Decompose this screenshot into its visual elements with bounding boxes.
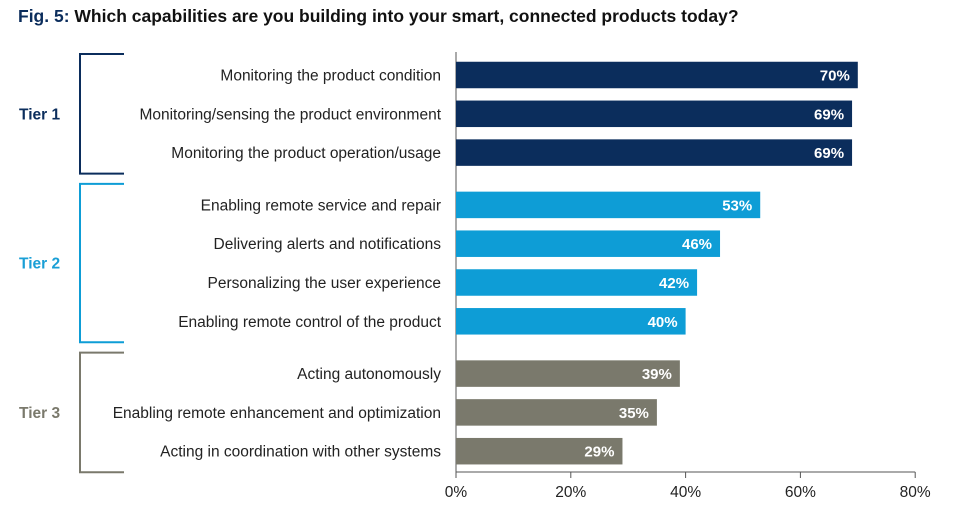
category-label: Delivering alerts and notifications <box>214 236 442 253</box>
data-label: 29% <box>584 444 614 461</box>
tier-bracket <box>79 351 124 474</box>
x-tick-label: 40% <box>670 484 701 501</box>
bar <box>456 399 657 426</box>
tier-bracket <box>79 182 124 344</box>
bar <box>456 437 623 465</box>
bar <box>456 360 680 387</box>
category-label: Enabling remote enhancement and optimiza… <box>113 405 441 422</box>
data-label: 35% <box>619 405 649 422</box>
bar <box>456 100 853 128</box>
bar <box>456 139 853 166</box>
data-label: 39% <box>642 366 672 383</box>
title-text: Which capabilities are you building into… <box>74 6 739 26</box>
data-label: 46% <box>682 236 712 253</box>
data-label: 42% <box>659 275 689 292</box>
category-label: Enabling remote control of the product <box>178 314 441 331</box>
tier-label: Tier 3 <box>19 405 60 422</box>
data-label: 69% <box>814 106 844 123</box>
category-label: Monitoring/sensing the product environme… <box>139 106 441 123</box>
figure-number: Fig. 5: <box>18 6 70 26</box>
category-label: Monitoring the product operation/usage <box>171 145 441 162</box>
data-label: 40% <box>648 314 678 331</box>
tier-bracket <box>79 53 124 175</box>
data-label: 53% <box>722 197 752 214</box>
category-label: Monitoring the product condition <box>220 68 441 85</box>
tier-label: Tier 2 <box>19 256 60 273</box>
tier-label: Tier 1 <box>19 106 60 123</box>
bar <box>456 269 698 296</box>
bar <box>456 308 686 335</box>
category-label: Acting autonomously <box>297 366 441 383</box>
x-tick-label: 80% <box>900 484 931 501</box>
x-tick-label: 60% <box>785 484 816 501</box>
category-label: Acting in coordination with other system… <box>160 444 441 461</box>
bar <box>456 191 761 219</box>
category-label: Personalizing the user experience <box>208 275 442 292</box>
data-label: 69% <box>814 145 844 162</box>
data-label: 70% <box>820 68 850 85</box>
category-label: Enabling remote service and repair <box>201 197 441 214</box>
bar <box>456 61 858 89</box>
chart-title: Fig. 5: Which capabilities are you build… <box>18 6 739 27</box>
bar <box>456 230 721 257</box>
x-tick-label: 20% <box>555 484 586 501</box>
x-tick-label: 0% <box>445 484 468 501</box>
